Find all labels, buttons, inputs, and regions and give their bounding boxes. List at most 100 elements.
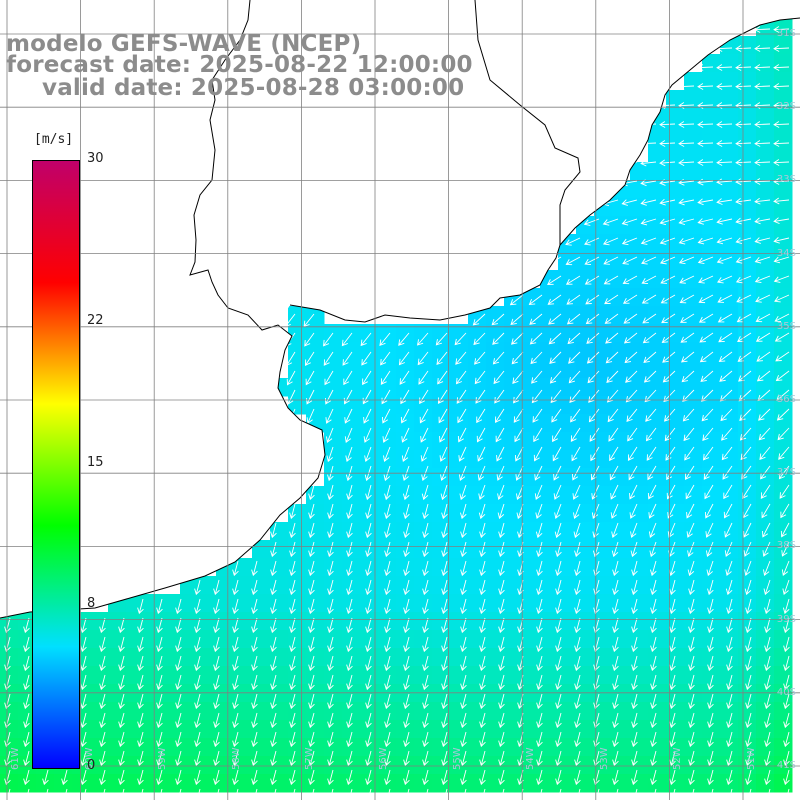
wind-arrow [137, 617, 144, 634]
wind-arrow [554, 503, 562, 520]
wind-cell [378, 360, 397, 379]
wind-arrow [118, 750, 125, 767]
wind-arrow [716, 159, 733, 166]
wind-arrow [327, 598, 334, 615]
wind-arrow [555, 560, 562, 577]
wind-cell [684, 432, 703, 451]
wind-arrow [688, 617, 695, 634]
wind-cell [648, 666, 667, 685]
wind-cell [558, 756, 577, 775]
wind-arrow [382, 427, 391, 443]
wind-cell [396, 522, 415, 541]
wind-cell [90, 612, 109, 631]
wind-cell [540, 324, 559, 343]
wind-arrow [707, 598, 714, 615]
wind-cell [720, 360, 739, 379]
wind-arrow [118, 674, 125, 691]
wind-cell [432, 720, 451, 739]
wind-arrow [555, 617, 562, 634]
wind-arrow [289, 769, 296, 786]
wind-arrow [697, 121, 714, 128]
wind-cell [756, 486, 775, 505]
wind-arrow [703, 446, 714, 461]
wind-cell [396, 612, 415, 631]
wind-arrow [495, 427, 505, 443]
wind-cell [756, 630, 775, 649]
wind-cell [540, 612, 559, 631]
wind-cell [702, 216, 721, 235]
wind-arrow [289, 655, 296, 672]
wind-cell [414, 666, 433, 685]
wind-arrow [536, 731, 543, 748]
wind-cell [540, 504, 559, 523]
wind-cell [612, 774, 631, 793]
wind-cell [306, 684, 325, 703]
wind-cell [684, 162, 703, 181]
wind-arrow [327, 731, 334, 748]
wind-cell [378, 648, 397, 667]
wind-arrow [631, 636, 638, 653]
wind-cell [648, 684, 667, 703]
wind-cell [306, 648, 325, 667]
wind-cell [144, 630, 163, 649]
wind-arrow [436, 351, 448, 366]
wind-arrow [194, 674, 201, 691]
wind-cell [630, 432, 649, 451]
wind-cell [468, 756, 487, 775]
wind-arrow [631, 598, 638, 615]
wind-cell [648, 126, 667, 145]
wind-cell [540, 666, 559, 685]
wind-cell [774, 576, 793, 595]
wind-cell [486, 576, 505, 595]
wind-cell [306, 486, 325, 505]
wind-cell [720, 522, 739, 541]
wind-cell [450, 378, 469, 397]
wind-arrow [718, 332, 733, 343]
wind-arrow [669, 731, 676, 748]
wind-arrow [574, 731, 581, 748]
wind-cell [720, 342, 739, 361]
wind-cell [630, 270, 649, 289]
wind-arrow [669, 712, 676, 729]
wind-cell [594, 270, 613, 289]
longitude-label: 55W [451, 747, 463, 770]
wind-cell [504, 540, 523, 559]
wind-arrow [137, 693, 144, 710]
wind-arrow [745, 655, 752, 672]
wind-arrow [535, 522, 543, 539]
wind-arrow [758, 408, 771, 421]
wind-cell [522, 774, 541, 793]
wind-cell [522, 648, 541, 667]
wind-arrow [118, 693, 125, 710]
wind-cell [468, 342, 487, 361]
wind-cell [648, 450, 667, 469]
wind-cell [702, 396, 721, 415]
wind-arrow [80, 769, 87, 786]
wind-arrow [380, 370, 391, 385]
wind-cell [180, 738, 199, 757]
wind-cell [504, 432, 523, 451]
wind-arrow [80, 617, 87, 634]
wind-arrow [326, 427, 334, 443]
wind-arrow [726, 769, 733, 786]
wind-arrow [773, 159, 790, 166]
wind-arrow [498, 769, 505, 786]
wind-arrow [346, 693, 353, 710]
wind-arrow [555, 769, 562, 786]
wind-arrow [686, 503, 695, 519]
wind-cell [252, 684, 271, 703]
wind-cell [666, 378, 685, 397]
latitude-label: 39S [776, 613, 796, 625]
colorbar [32, 160, 80, 769]
wind-cell [702, 504, 721, 523]
wind-cell [630, 756, 649, 775]
wind-arrow [754, 45, 771, 52]
wind-cell [252, 666, 271, 685]
wind-arrow [621, 199, 638, 206]
wind-cell [162, 630, 181, 649]
wind-cell [666, 234, 685, 253]
wind-cell [630, 738, 649, 757]
wind-cell [306, 594, 325, 613]
wind-arrow [308, 617, 315, 634]
wind-cell [738, 702, 757, 721]
